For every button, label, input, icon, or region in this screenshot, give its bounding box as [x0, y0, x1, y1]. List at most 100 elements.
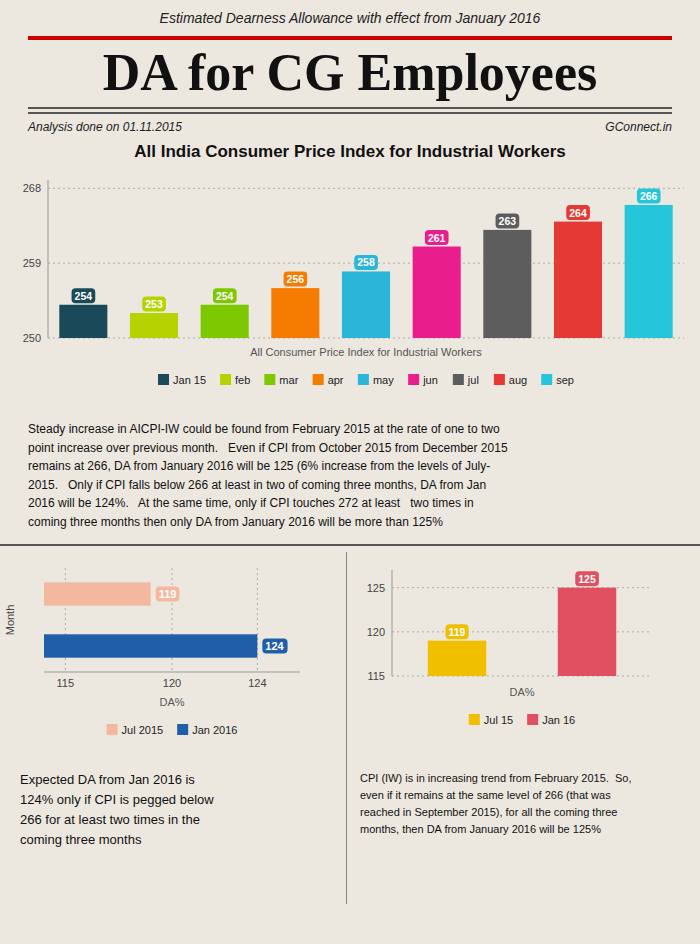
bar: [428, 641, 487, 676]
axis-line: [44, 672, 300, 673]
bar: [554, 222, 602, 338]
legend-swatch: [358, 374, 369, 385]
legend-label: jun: [422, 374, 438, 386]
cpi-chart: 250259268254253254256258261263264266All …: [0, 166, 700, 416]
analysis-date: Analysis done on 01.11.2015: [28, 120, 182, 134]
legend-item: Jan 2016: [177, 724, 237, 736]
legend-swatch: [541, 374, 552, 385]
da-vbar-chart: 115120125119125DA%Jul 15Jan 16: [352, 556, 692, 756]
legend-swatch: [264, 374, 275, 385]
data-label-box: 125: [575, 571, 599, 586]
chart-title: All India Consumer Price Index for Indus…: [0, 142, 700, 162]
legend-swatch: [313, 374, 324, 385]
legend-label: mar: [279, 374, 298, 386]
data-label-box: 119: [446, 624, 469, 639]
bars: [44, 582, 257, 657]
legend-item: sep: [541, 374, 574, 386]
legend-swatch: [494, 374, 505, 385]
data-label-box: 263: [496, 213, 520, 228]
legend-label: may: [373, 374, 394, 386]
legend-item: feb: [220, 374, 250, 386]
x-axis-label: All Consumer Price Index for Industrial …: [250, 346, 482, 358]
data-label: 119: [449, 626, 466, 638]
data-label-bg: [262, 639, 287, 654]
bar: [483, 230, 531, 338]
tick-label: 115: [57, 677, 75, 689]
data-label: 266: [640, 190, 658, 202]
y-axis-label: Month: [4, 605, 16, 636]
legend-swatch: [107, 724, 118, 735]
data-label-box: 261: [425, 230, 449, 245]
legend-label: Jan 16: [542, 714, 575, 726]
data-label: 254: [75, 290, 93, 302]
bar: [271, 288, 319, 338]
bar: [342, 271, 390, 338]
data-label-bg: [213, 288, 237, 303]
divider: [346, 552, 347, 904]
left-caption: Expected DA from Jan 2016 is 124% only i…: [20, 770, 340, 851]
title-rule: [28, 107, 672, 109]
legend-swatch: [469, 714, 480, 725]
data-label-bg: [496, 213, 520, 228]
x-axis-label: DA%: [159, 696, 184, 708]
legend-item: aug: [494, 374, 527, 386]
legend: Jul 15 Jan 16: [469, 714, 575, 726]
legend-label: Jan 2016: [192, 724, 237, 736]
legend-swatch: [453, 374, 464, 385]
legend-label: Jan 15: [173, 374, 206, 386]
bars: [428, 588, 617, 676]
legend-item: apr: [313, 374, 344, 386]
subtitle: Estimated Dearness Allowance with effect…: [0, 10, 700, 26]
axis-line: [392, 570, 393, 676]
legend-label: sep: [556, 374, 574, 386]
legend: Jan 15 feb mar apr may jun jul aug sep: [158, 374, 574, 386]
title-rule: [28, 112, 672, 114]
legend-label: jul: [467, 374, 479, 386]
right-caption: CPI (IW) is in increasing trend from Feb…: [360, 770, 692, 838]
da-hbar-chart: 115120124119124DA%MonthJul 2015Jan 2016: [0, 556, 340, 756]
data-label: 125: [578, 573, 596, 585]
bar: [201, 305, 249, 338]
legend-label: Jul 15: [484, 714, 513, 726]
data-label-bg: [72, 288, 96, 303]
legend-item: mar: [264, 374, 298, 386]
legend-swatch: [408, 374, 419, 385]
legend-swatch: [177, 724, 188, 735]
data-label: 256: [287, 273, 305, 285]
data-label-box: 256: [284, 272, 308, 287]
legend-item: Jan 15: [158, 374, 206, 386]
data-label-bg: [566, 205, 590, 220]
analysis-text: Steady increase in AICPI-IW could be fou…: [28, 420, 672, 532]
page-title: DA for CG Employees: [0, 42, 700, 104]
tick-label: 250: [23, 332, 41, 344]
bar: [130, 313, 178, 338]
bar: [558, 588, 617, 676]
site: GConnect.in: [605, 120, 672, 134]
legend-swatch: [158, 374, 169, 385]
data-label-bg: [354, 255, 378, 270]
data-label: 258: [357, 256, 375, 268]
tick-label: 120: [163, 677, 181, 689]
legend-item: Jul 2015: [107, 724, 164, 736]
data-label-box: 253: [142, 297, 166, 312]
tick-label: 125: [367, 582, 385, 594]
data-label: 254: [216, 290, 234, 302]
data-label: 253: [145, 298, 163, 310]
data-label-box: 119: [156, 587, 180, 602]
data-label-box: 124: [262, 639, 287, 654]
data-label-bg: [425, 230, 449, 245]
data-label-box: 266: [637, 188, 661, 203]
axis-line: [48, 180, 49, 338]
legend: Jul 2015 Jan 2016: [107, 724, 238, 736]
legend-swatch: [220, 374, 231, 385]
grid-line: [48, 188, 684, 189]
data-label-box: 264: [566, 205, 590, 220]
header-rule: [28, 36, 672, 40]
bar: [44, 582, 151, 605]
data-label-bg: [142, 297, 166, 312]
data-label-box: 254: [72, 288, 96, 303]
bar: [625, 205, 673, 338]
data-label-bg: [637, 188, 661, 203]
data-label-bg: [575, 571, 599, 586]
legend-item: Jul 15: [469, 714, 513, 726]
